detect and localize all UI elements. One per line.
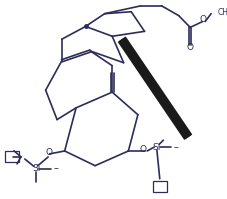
Text: Si: Si [32, 164, 40, 173]
Bar [5, 151, 19, 162]
Text: O: O [199, 15, 206, 24]
Text: O: O [46, 148, 53, 157]
Text: –: – [53, 163, 58, 173]
Text: CH₃: CH₃ [216, 8, 227, 17]
Bar [152, 181, 166, 192]
Text: Si: Si [152, 142, 160, 152]
Text: O: O [139, 145, 146, 154]
Text: –: – [173, 142, 178, 152]
Text: O: O [186, 43, 193, 52]
